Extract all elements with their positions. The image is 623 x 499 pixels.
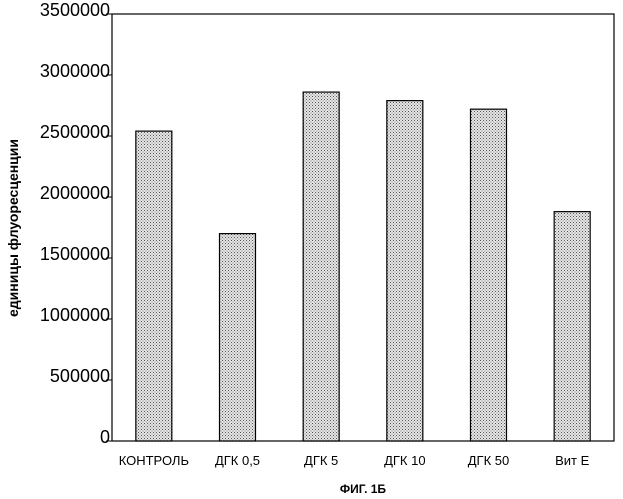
bar [136,131,172,441]
x-tick-label: ДГК 50 [468,453,510,468]
y-tick-label: 3000000 [40,61,110,81]
x-tick-label: ДГК 0,5 [215,453,260,468]
bar [554,212,590,441]
x-axis-ticks: КОНТРОЛЬ ДГК 0,5 ДГК 5 ДГК 10 ДГК 50 Вит Е [119,453,590,468]
y-tick-label: 0 [100,427,110,447]
y-axis-ticks: 0 500000 1000000 1500000 2000000 2500000 30000… [40,0,112,447]
plot-area [112,14,614,441]
bar [303,92,339,441]
y-tick-label: 3500000 [40,0,110,20]
bars [136,92,590,441]
figure-caption: ФИГ. 1Б [340,482,387,496]
y-tick-label: 1500000 [40,244,110,264]
y-tick-label: 500000 [50,366,110,386]
y-tick-label: 1000000 [40,305,110,325]
x-tick-label: ДГК 5 [304,453,338,468]
plot-border [112,14,614,441]
x-tick-label: Вит Е [555,453,589,468]
y-axis-label: единицы флуоресценции [5,139,21,317]
x-tick-label: ДГК 10 [384,453,426,468]
bar [220,234,256,441]
bar [471,109,507,441]
y-tick-label: 2000000 [40,183,110,203]
y-tick-label: 2500000 [40,122,110,142]
x-tick-label: КОНТРОЛЬ [119,453,189,468]
bar [387,101,423,441]
